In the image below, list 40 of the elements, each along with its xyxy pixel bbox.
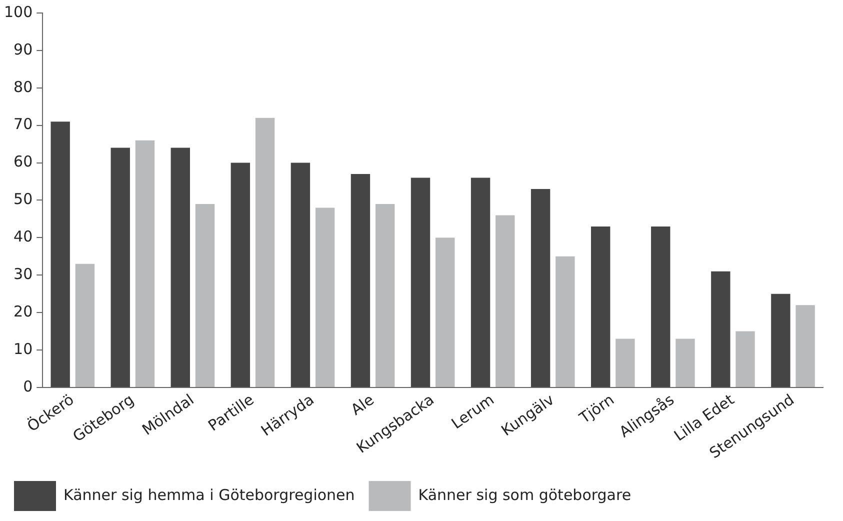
bar [195,204,215,387]
bar [736,331,755,387]
bar [135,140,155,387]
bar [556,256,575,387]
bar [350,174,370,387]
bar [590,226,610,387]
y-tick-label: 70 [14,115,33,134]
bar [651,226,670,387]
bar [170,148,190,387]
bar [530,188,550,387]
bar [75,264,95,387]
y-tick-label: 100 [4,2,33,21]
legend-label: Känner sig hemma i Göteborgregionen [64,486,355,504]
x-tick-label: Tjörn [575,390,618,428]
bar [50,122,70,387]
bar [290,162,310,387]
bar [315,208,335,387]
bar [711,271,730,387]
y-tick-label: 30 [14,265,33,284]
y-tick-label: 50 [14,190,33,208]
y-tick-label: 40 [14,228,33,246]
y-tick-label: 90 [14,40,33,58]
bar [230,162,250,387]
bar [496,215,515,387]
bar [436,238,455,387]
bar [410,178,430,387]
bar [110,148,130,387]
y-tick-label: 80 [14,78,33,96]
bar [470,178,490,387]
bar [676,338,695,387]
bar [796,305,815,387]
y-tick-label: 0 [23,377,33,396]
legend-label: Känner sig som göteborgare [418,486,632,504]
bar [255,118,275,387]
y-tick-label: 20 [14,302,33,320]
y-tick-label: 10 [14,340,33,358]
y-tick-label: 60 [14,152,33,171]
bar [616,338,635,387]
bar [375,204,395,387]
bar [771,294,790,387]
